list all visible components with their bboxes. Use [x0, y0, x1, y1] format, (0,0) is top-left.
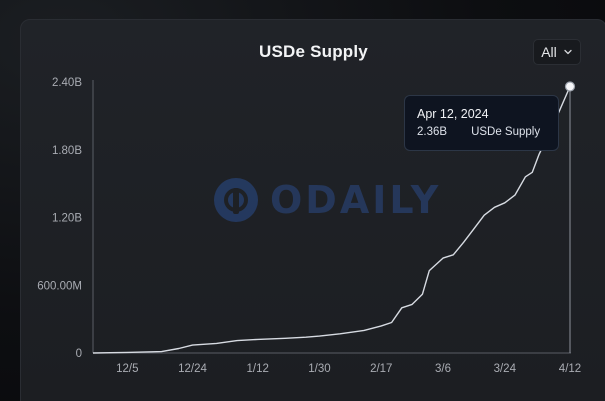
tooltip-date: Apr 12, 2024 — [417, 107, 489, 121]
hover-tooltip: Apr 12, 2024 2.36B USDe Supply — [404, 95, 559, 151]
x-tick-label: 1/30 — [308, 363, 330, 375]
x-axis-ticks: 12/5 12/24 1/12 1/30 2/17 3/6 3/24 4/12 — [116, 363, 581, 375]
chart-axes — [92, 80, 571, 354]
x-tick-label: 1/12 — [247, 363, 269, 375]
time-range-dropdown[interactable]: All — [533, 39, 581, 65]
x-tick-label: 3/24 — [494, 363, 517, 375]
x-tick-label: 3/6 — [435, 363, 451, 375]
x-tick-label: 12/5 — [116, 363, 138, 375]
series-layer — [92, 81, 576, 354]
y-tick-label: 1.80B — [52, 145, 82, 157]
odaily-logo-icon — [214, 178, 258, 222]
series-line — [92, 86, 571, 354]
tooltip-value: 2.36B — [417, 126, 448, 138]
chart-title: USDe Supply — [259, 42, 368, 61]
y-tick-label: 600.00M — [37, 280, 82, 292]
hover-point[interactable] — [564, 81, 576, 92]
x-tick-label: 4/12 — [559, 363, 581, 375]
odaily-watermark: ODAILY — [212, 176, 441, 224]
y-tick-label: 2.40B — [52, 77, 82, 89]
tooltip-series-name: USDe Supply — [471, 126, 541, 138]
y-tick-label: 0 — [76, 348, 82, 360]
y-tick-label: 1.20B — [52, 213, 82, 225]
y-axis-ticks: 0 600.00M 1.20B 1.80B 2.40B — [37, 77, 82, 360]
chevron-down-icon — [564, 49, 572, 55]
x-tick-label: 2/17 — [370, 363, 392, 375]
watermark-text: ODAILY — [270, 178, 442, 222]
time-range-label: All — [541, 44, 557, 60]
tooltip-row: 2.36B USDe Supply — [417, 126, 546, 138]
x-tick-label: 12/24 — [178, 363, 207, 375]
